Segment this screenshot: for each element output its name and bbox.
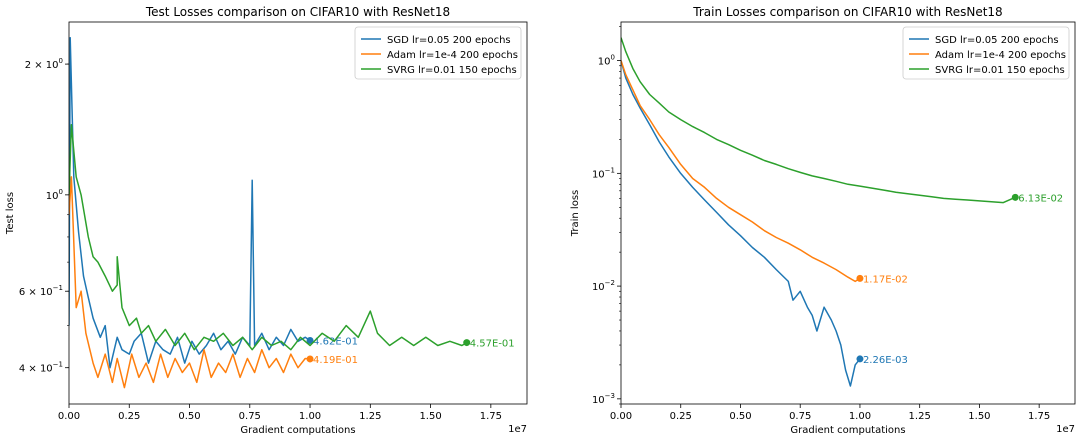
y-tick-label: 100 [598, 54, 615, 68]
x-tick-label: 1.25 [909, 411, 931, 422]
series-line-adam [621, 60, 861, 283]
x-axis-multiplier: 1e7 [508, 424, 527, 435]
legend: SGD lr=0.05 200 epochs Adam lr=1e-4 200 e… [354, 26, 522, 80]
series-line-svrg [69, 124, 468, 351]
x-tick-label: 1.75 [1028, 411, 1050, 422]
chart-panel-test-loss: Test Losses comparison on CIFAR10 with R… [5, 5, 528, 436]
legend-box [354, 26, 522, 80]
x-tick-label: 0.75 [239, 411, 261, 422]
legend-entry-svrg: SVRG lr=0.01 150 epochs [935, 65, 1065, 76]
y-tick-label: 100 [46, 188, 63, 202]
series-end-marker-sgd [306, 337, 314, 345]
x-tick-label: 0.25 [118, 411, 140, 422]
y-axis-label: Train loss [570, 190, 581, 238]
series-line-adam [69, 176, 311, 389]
series-end-label-svrg: 4.57E-01 [470, 339, 515, 350]
x-axis-multiplier: 1e7 [1056, 424, 1075, 435]
y-tick-label: 10−2 [592, 279, 615, 293]
plot-frame [620, 21, 1076, 405]
x-axis-label: Gradient computations [790, 425, 905, 436]
plot-frame [68, 21, 528, 405]
legend-entry-adam: Adam lr=1e-4 200 epochs [387, 50, 518, 61]
x-tick-label: 0.00 [610, 411, 632, 422]
y-tick-label: 6 × 10−1 [19, 284, 63, 298]
legend-entry-adam: Adam lr=1e-4 200 epochs [935, 50, 1066, 61]
y-tick-label: 2 × 100 [25, 57, 63, 71]
x-tick-label: 1.00 [849, 411, 871, 422]
x-tick-label: 1.50 [968, 411, 990, 422]
x-tick-label: 1.00 [299, 411, 321, 422]
legend-entry-sgd: SGD lr=0.05 200 epochs [387, 35, 511, 46]
x-tick-label: 1.50 [419, 411, 441, 422]
series-end-marker-adam [856, 274, 864, 282]
chart-panel-train-loss: Train Losses comparison on CIFAR10 with … [570, 5, 1076, 436]
series-end-label-svrg: 6.13E-02 [1018, 193, 1063, 204]
x-tick-label: 0.75 [789, 411, 811, 422]
x-tick-label: 0.00 [58, 411, 80, 422]
x-axis-label: Gradient computations [240, 425, 355, 436]
y-tick-label: 10−1 [592, 166, 615, 180]
series-end-marker-sgd [856, 355, 864, 363]
series-line-svrg [621, 37, 1016, 204]
y-axis-label: Test loss [5, 192, 16, 235]
x-tick-label: 0.25 [670, 411, 692, 422]
chart-title: Train Losses comparison on CIFAR10 with … [692, 5, 1002, 19]
series-end-label-adam: 4.19E-01 [313, 355, 358, 366]
x-tick-label: 1.75 [480, 411, 502, 422]
series-end-marker-svrg [1011, 193, 1019, 201]
y-tick-label: 10−3 [592, 392, 615, 406]
x-tick-label: 1.25 [359, 411, 381, 422]
x-tick-label: 0.50 [729, 411, 751, 422]
series-end-marker-adam [306, 355, 314, 363]
series-end-label-sgd: 4.62E-01 [313, 337, 358, 348]
legend-entry-sgd: SGD lr=0.05 200 epochs [935, 35, 1059, 46]
series-line-sgd [621, 60, 861, 387]
legend: SGD lr=0.05 200 epochs Adam lr=1e-4 200 e… [902, 26, 1070, 80]
legend-box [902, 26, 1070, 80]
x-tick-label: 0.50 [178, 411, 200, 422]
series-end-marker-svrg [463, 339, 471, 347]
series-end-label-sgd: 2.26E-03 [863, 355, 908, 366]
series-end-label-adam: 1.17E-02 [863, 274, 908, 285]
series-line-sgd [69, 36, 311, 369]
y-tick-label: 4 × 10−1 [19, 361, 63, 375]
legend-entry-svrg: SVRG lr=0.01 150 epochs [387, 65, 517, 76]
chart-title: Test Losses comparison on CIFAR10 with R… [145, 5, 450, 19]
